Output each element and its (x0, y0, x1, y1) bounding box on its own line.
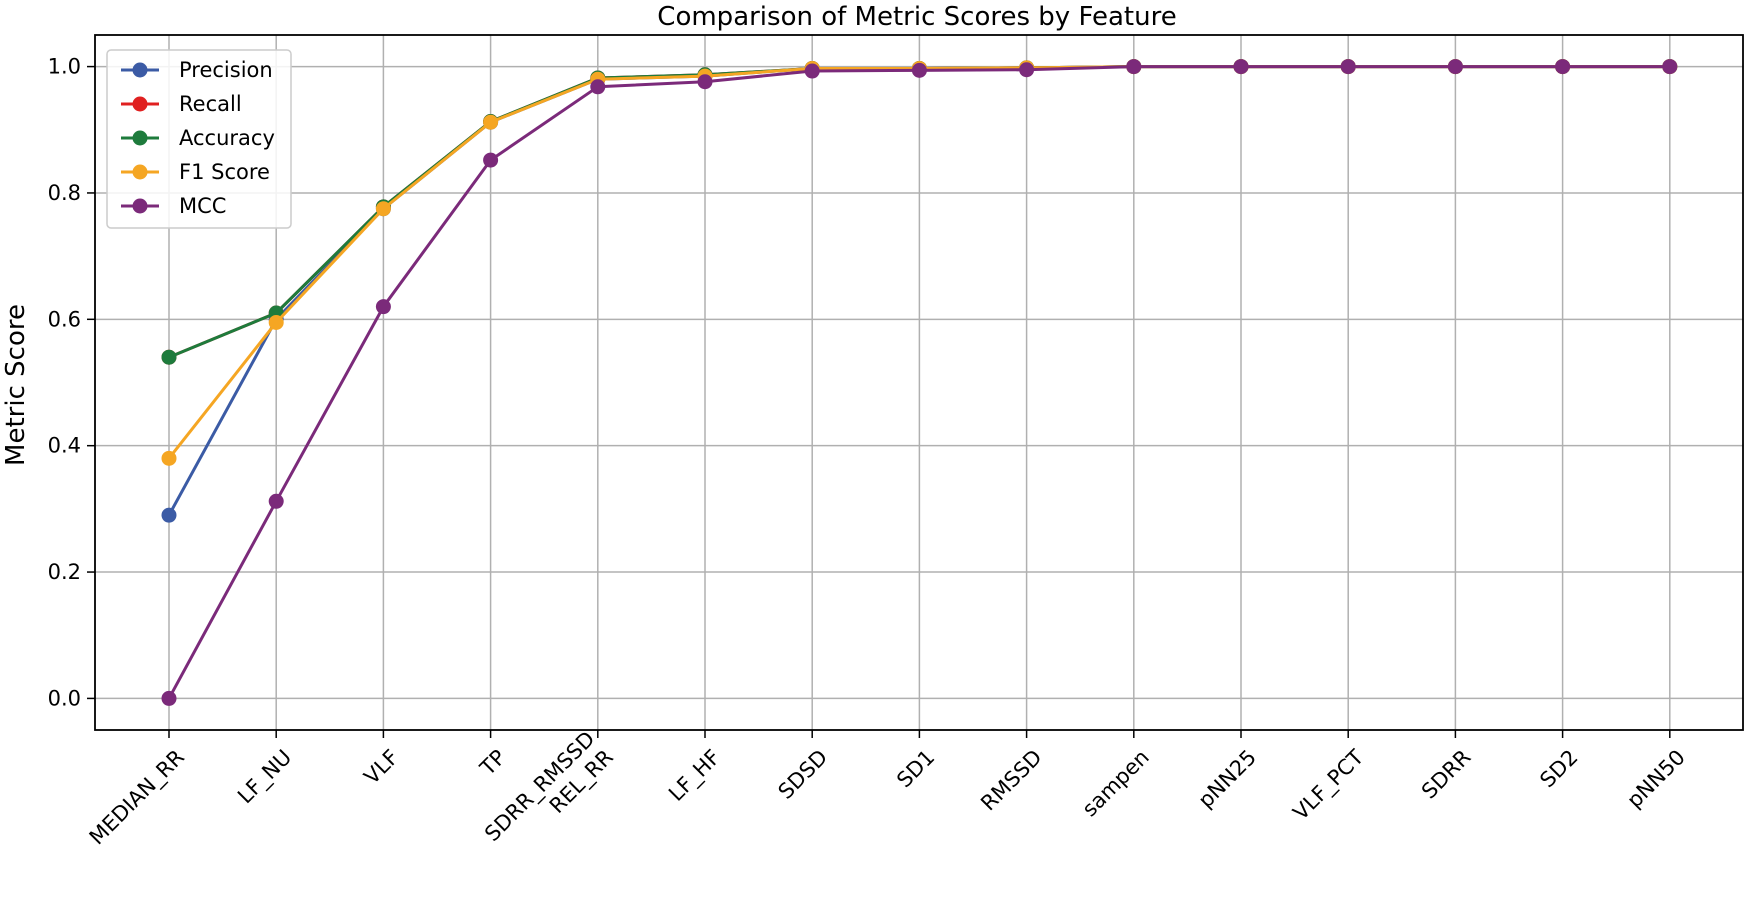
point-mcc (483, 152, 499, 168)
y-tick-label: 1.0 (48, 55, 81, 79)
legend-swatch-marker (132, 198, 148, 214)
y-tick-label: 0.6 (48, 307, 81, 331)
point-mcc (697, 74, 713, 90)
point-mcc (1662, 59, 1678, 75)
point-accuracy (161, 349, 177, 365)
x-tick-label: SDRR_RMSSDREL_RR (480, 727, 618, 865)
series-layer (161, 59, 1678, 706)
point-f1-score (268, 314, 284, 330)
point-mcc (1340, 59, 1356, 75)
x-tick-label: SDRR (1417, 745, 1475, 803)
x-tick-label: VLF_PCT (1288, 745, 1369, 826)
x-tick-label: SD2 (1535, 745, 1582, 792)
x-tick-label: sampen (1078, 745, 1154, 821)
point-mcc (268, 493, 284, 509)
legend-label: F1 Score (179, 160, 270, 184)
point-mcc (1447, 59, 1463, 75)
y-axis-label: Metric Score (1, 304, 31, 466)
x-tick-label: TP (475, 745, 511, 781)
legend-swatch-marker (132, 96, 148, 112)
x-tick-label: SD1 (892, 745, 939, 792)
point-precision (161, 507, 177, 523)
point-mcc (1126, 59, 1142, 75)
x-tick-label: pNN50 (1622, 745, 1690, 813)
legend-swatch-marker (132, 130, 148, 146)
point-mcc (375, 299, 391, 315)
legend-label: Recall (179, 92, 242, 116)
point-mcc (590, 79, 606, 95)
point-f1-score (483, 114, 499, 130)
legend-item-mcc: MCC (121, 194, 226, 218)
legend-label: MCC (179, 194, 226, 218)
point-mcc (1233, 59, 1249, 75)
point-f1-score (375, 201, 391, 217)
legend-item-precision: Precision (121, 58, 273, 82)
point-mcc (804, 63, 820, 79)
x-tick-label: LF_HF (664, 745, 726, 807)
point-mcc (161, 690, 177, 706)
x-tick-label: SDSD (774, 745, 833, 804)
y-tick-label: 0.4 (48, 434, 81, 458)
legend-label: Accuracy (179, 126, 275, 150)
y-tick-label: 0.8 (48, 181, 81, 205)
legend-item-f1-score: F1 Score (121, 160, 270, 184)
legend-box (106, 49, 292, 229)
legend-swatch-marker (132, 164, 148, 180)
legend-label: Precision (179, 58, 273, 82)
y-tick-label: 0.0 (48, 686, 81, 710)
legend-item-recall: Recall (121, 92, 242, 116)
x-tick-label: MEDIAN_RR (85, 745, 190, 850)
chart-title: Comparison of Metric Scores by Feature (657, 2, 1176, 32)
x-tick-label: RMSSD (976, 745, 1046, 815)
legend-item-accuracy: Accuracy (121, 126, 275, 150)
legend-swatch-marker (132, 62, 148, 78)
series-mcc (161, 59, 1678, 706)
x-tick-label: pNN25 (1194, 745, 1262, 813)
legend: Precision Recall Accuracy F1 Score MCC (106, 49, 292, 229)
point-f1-score (161, 450, 177, 466)
x-tick-label: VLF (359, 745, 403, 789)
x-tick-label: LF_NU (233, 745, 297, 809)
point-mcc (1019, 62, 1035, 78)
point-mcc (911, 62, 927, 78)
y-tick-label: 0.2 (48, 560, 81, 584)
point-mcc (1555, 59, 1571, 75)
